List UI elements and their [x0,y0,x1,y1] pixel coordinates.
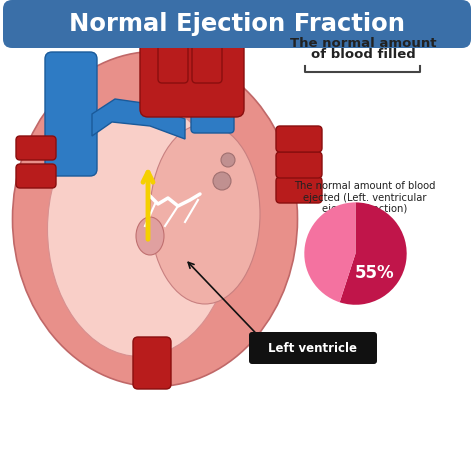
Ellipse shape [184,27,202,41]
FancyBboxPatch shape [16,136,56,160]
Circle shape [213,172,231,190]
Polygon shape [92,99,185,139]
FancyBboxPatch shape [276,152,322,178]
Text: of blood filled: of blood filled [310,48,415,61]
FancyBboxPatch shape [276,126,322,152]
FancyBboxPatch shape [276,177,322,203]
Ellipse shape [12,52,298,386]
Text: 55%: 55% [355,264,394,282]
Circle shape [221,153,235,167]
FancyBboxPatch shape [191,97,234,133]
Wedge shape [304,202,356,302]
Text: Normal Ejection Fraction: Normal Ejection Fraction [69,12,405,36]
FancyBboxPatch shape [16,164,56,188]
FancyBboxPatch shape [192,27,222,83]
FancyBboxPatch shape [158,27,188,83]
FancyBboxPatch shape [249,332,377,364]
Wedge shape [340,202,407,305]
Text: The normal amount of blood
ejected (Left. ventricular
ejection fraction): The normal amount of blood ejected (Left… [294,181,436,214]
Ellipse shape [136,217,164,255]
FancyBboxPatch shape [140,26,244,117]
Text: The normal amount: The normal amount [290,37,436,50]
Ellipse shape [150,124,260,304]
FancyBboxPatch shape [3,0,471,48]
FancyBboxPatch shape [133,337,171,389]
Text: Left ventricle: Left ventricle [268,341,357,355]
Ellipse shape [47,101,233,356]
FancyBboxPatch shape [45,52,97,176]
